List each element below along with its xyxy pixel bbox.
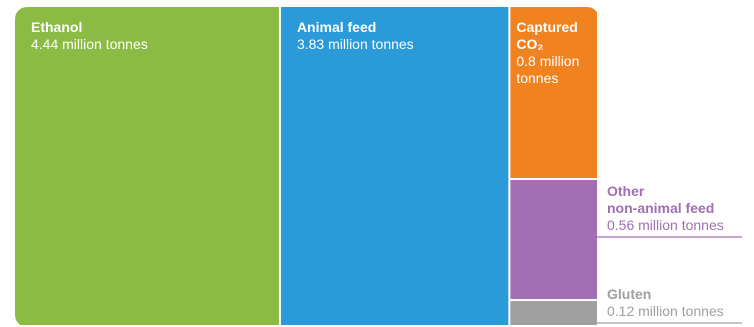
tile-gluten bbox=[510, 301, 597, 325]
label-value-captured-co: 0.8 million tonnes bbox=[516, 53, 579, 86]
tile-other-non-animal-feed bbox=[510, 179, 597, 300]
label-value-gluten: 0.12 million tonnes bbox=[607, 303, 724, 319]
tile-animal-feed bbox=[280, 7, 509, 325]
label-value-animal-feed: 3.83 million tonnes bbox=[297, 36, 414, 52]
label-name-gluten: Gluten bbox=[607, 286, 651, 302]
label-value-other-non-animal-feed: 0.56 million tonnes bbox=[607, 217, 724, 233]
label-name-captured-co: Captured CO₂ bbox=[516, 19, 577, 52]
tile-ethanol bbox=[15, 7, 279, 325]
leader-dot-other-non-animal-feed bbox=[592, 234, 598, 240]
label-name-animal-feed: Animal feed bbox=[297, 19, 376, 35]
label-name-ethanol: Ethanol bbox=[31, 19, 82, 35]
label-value-ethanol: 4.44 million tonnes bbox=[31, 36, 148, 52]
label-name-other-non-animal-feed: Other non-animal feed bbox=[607, 183, 714, 216]
leader-dot-gluten bbox=[592, 320, 598, 326]
tile-captured-co bbox=[510, 7, 597, 178]
